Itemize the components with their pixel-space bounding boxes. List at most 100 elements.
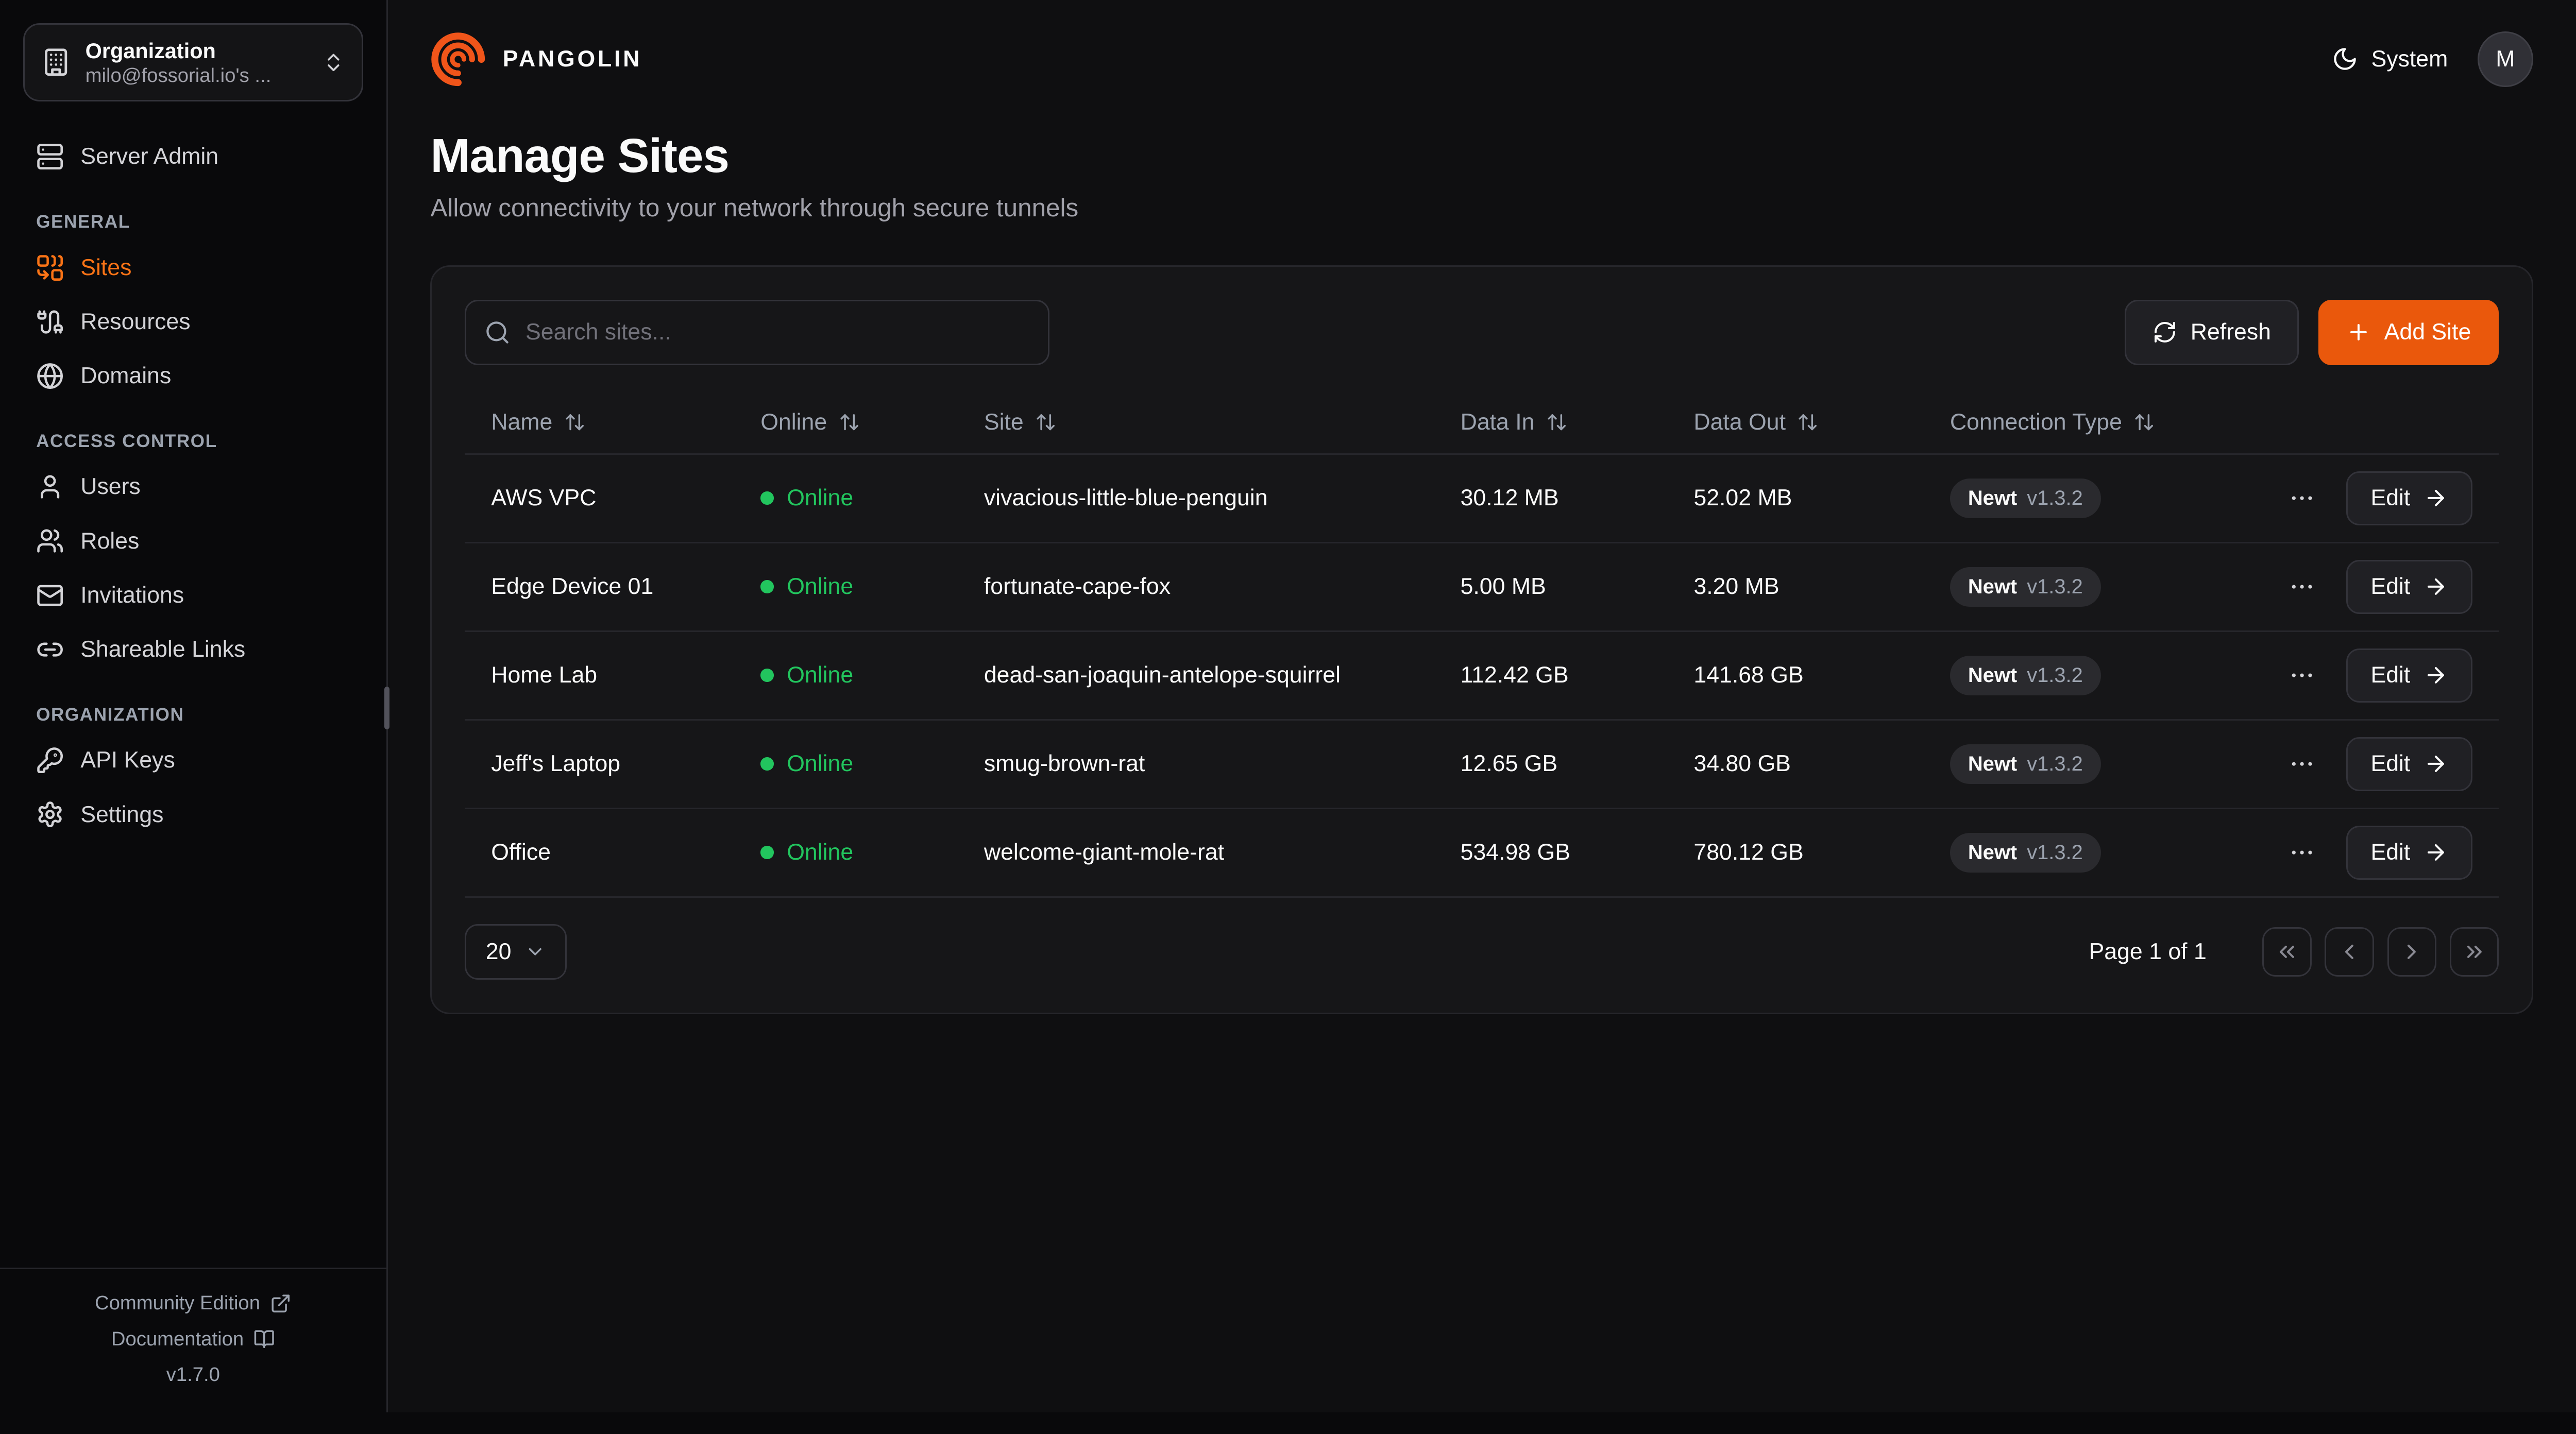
online-dot-icon bbox=[760, 757, 774, 771]
sidebar-item-roles[interactable]: Roles bbox=[23, 516, 363, 567]
cell-online-status: Online bbox=[734, 631, 958, 721]
first-page-button[interactable] bbox=[2262, 927, 2312, 977]
table-footer: 20 Page 1 of 1 bbox=[465, 898, 2499, 980]
sort-icon bbox=[1035, 412, 1056, 433]
sidebar-item-label: API Keys bbox=[80, 747, 175, 773]
cell-actions: Edit bbox=[2232, 631, 2499, 721]
cell-actions: Edit bbox=[2232, 720, 2499, 809]
cell-connection-type: Newt v1.3.2 bbox=[1923, 542, 2233, 632]
pangolin-logo-icon bbox=[430, 31, 486, 87]
theme-label: System bbox=[2371, 46, 2448, 72]
cell-actions: Edit bbox=[2232, 454, 2499, 543]
avatar-initial: M bbox=[2496, 46, 2515, 72]
cell-data-in: 534.98 GB bbox=[1434, 808, 1668, 898]
org-selector[interactable]: Organization milo@fossorial.io's ... bbox=[23, 23, 363, 102]
cell-connection-type: Newt v1.3.2 bbox=[1923, 720, 2233, 809]
row-menu-button[interactable] bbox=[2280, 654, 2323, 697]
edit-button[interactable]: Edit bbox=[2346, 737, 2473, 791]
sidebar-item-server-admin[interactable]: Server Admin bbox=[23, 131, 363, 182]
cell-data-in: 30.12 MB bbox=[1434, 454, 1668, 543]
sort-icon bbox=[564, 412, 585, 433]
chevron-left-icon bbox=[2337, 940, 2362, 964]
arrow-right-icon bbox=[2424, 663, 2448, 688]
sidebar-item-api-keys[interactable]: API Keys bbox=[23, 735, 363, 786]
table-row: Home Lab Online dead-san-joaquin-antelop… bbox=[465, 631, 2499, 721]
cell-online-status: Online bbox=[734, 542, 958, 632]
sidebar-item-domains[interactable]: Domains bbox=[23, 351, 363, 402]
sidebar-item-label: Resources bbox=[80, 309, 191, 334]
add-site-label: Add Site bbox=[2384, 319, 2471, 345]
cell-site-slug: fortunate-cape-fox bbox=[957, 542, 1434, 632]
edit-button[interactable]: Edit bbox=[2346, 648, 2473, 703]
edit-button[interactable]: Edit bbox=[2346, 559, 2473, 614]
column-header-data-in[interactable]: Data In bbox=[1434, 391, 1668, 455]
avatar[interactable]: M bbox=[2477, 31, 2534, 87]
book-icon bbox=[253, 1328, 275, 1350]
cell-actions: Edit bbox=[2232, 542, 2499, 632]
page-title: Manage Sites bbox=[430, 128, 729, 182]
edit-button[interactable]: Edit bbox=[2346, 471, 2473, 525]
column-header-data-out[interactable]: Data Out bbox=[1667, 391, 1924, 455]
sidebar-item-label: Server Admin bbox=[80, 144, 219, 169]
connection-badge: Newt v1.3.2 bbox=[1950, 567, 2101, 607]
sidebar-resize-handle[interactable] bbox=[384, 686, 389, 729]
refresh-icon bbox=[2153, 320, 2177, 345]
brand[interactable]: PANGOLIN bbox=[430, 31, 642, 87]
column-header-connection-type[interactable]: Connection Type bbox=[1923, 391, 2233, 455]
column-header-online[interactable]: Online bbox=[734, 391, 958, 455]
column-header-site[interactable]: Site bbox=[957, 391, 1434, 455]
row-menu-button[interactable] bbox=[2280, 566, 2323, 608]
building-icon bbox=[41, 47, 71, 77]
sidebar-footer: Community Edition Documentation v1.7.0 bbox=[0, 1267, 386, 1413]
refresh-button[interactable]: Refresh bbox=[2125, 299, 2299, 366]
gear-icon bbox=[36, 800, 64, 828]
moon-icon bbox=[2332, 46, 2358, 72]
documentation-link[interactable]: Documentation bbox=[0, 1321, 386, 1357]
last-page-button[interactable] bbox=[2449, 927, 2499, 977]
page-content: Manage Sites Allow connectivity to your … bbox=[388, 118, 2576, 1014]
online-dot-icon bbox=[760, 669, 774, 682]
search-input[interactable] bbox=[465, 299, 1050, 366]
sidebar-item-resources[interactable]: Resources bbox=[23, 296, 363, 347]
add-site-button[interactable]: Add Site bbox=[2318, 299, 2499, 366]
link-icon bbox=[36, 636, 64, 663]
arrow-right-icon bbox=[2424, 486, 2448, 510]
cell-data-in: 5.00 MB bbox=[1434, 542, 1668, 632]
cell-data-in: 112.42 GB bbox=[1434, 631, 1668, 721]
theme-toggle-button[interactable]: System bbox=[2332, 46, 2448, 72]
table-row: Jeff's Laptop Online smug-brown-rat 12.6… bbox=[465, 720, 2499, 809]
search-box bbox=[465, 299, 1050, 366]
sidebar-item-settings[interactable]: Settings bbox=[23, 789, 363, 840]
row-menu-button[interactable] bbox=[2280, 831, 2323, 874]
next-page-button[interactable] bbox=[2387, 927, 2437, 977]
cell-data-out: 780.12 GB bbox=[1667, 808, 1924, 898]
sort-icon bbox=[2133, 412, 2155, 433]
table-row: AWS VPC Online vivacious-little-blue-pen… bbox=[465, 454, 2499, 543]
column-header-name[interactable]: Name bbox=[465, 391, 735, 455]
online-dot-icon bbox=[760, 846, 774, 859]
cell-actions: Edit bbox=[2232, 808, 2499, 898]
cell-online-status: Online bbox=[734, 454, 958, 543]
prev-page-button[interactable] bbox=[2325, 927, 2375, 977]
mail-icon bbox=[36, 582, 64, 609]
sidebar: Organization milo@fossorial.io's ... Ser… bbox=[0, 0, 389, 1413]
connection-badge: Newt v1.3.2 bbox=[1950, 478, 2101, 518]
page-size-select[interactable]: 20 bbox=[465, 924, 567, 980]
row-menu-button[interactable] bbox=[2280, 477, 2323, 520]
edit-button[interactable]: Edit bbox=[2346, 825, 2473, 880]
community-edition-link[interactable]: Community Edition bbox=[0, 1286, 386, 1322]
sidebar-item-invitations[interactable]: Invitations bbox=[23, 570, 363, 621]
arrow-right-icon bbox=[2424, 840, 2448, 865]
version-label: v1.7.0 bbox=[166, 1363, 220, 1386]
sidebar-item-label: Invitations bbox=[80, 582, 184, 608]
sidebar-item-shareable-links[interactable]: Shareable Links bbox=[23, 624, 363, 675]
plus-icon bbox=[2346, 320, 2371, 345]
sidebar-item-users[interactable]: Users bbox=[23, 462, 363, 513]
sidebar-item-label: Domains bbox=[80, 363, 172, 388]
org-title: Organization bbox=[85, 39, 216, 63]
page-size-value: 20 bbox=[485, 938, 512, 964]
ellipsis-icon bbox=[2288, 661, 2316, 689]
row-menu-button[interactable] bbox=[2280, 743, 2323, 786]
sites-icon bbox=[36, 254, 64, 282]
sidebar-item-sites[interactable]: Sites bbox=[23, 242, 363, 293]
